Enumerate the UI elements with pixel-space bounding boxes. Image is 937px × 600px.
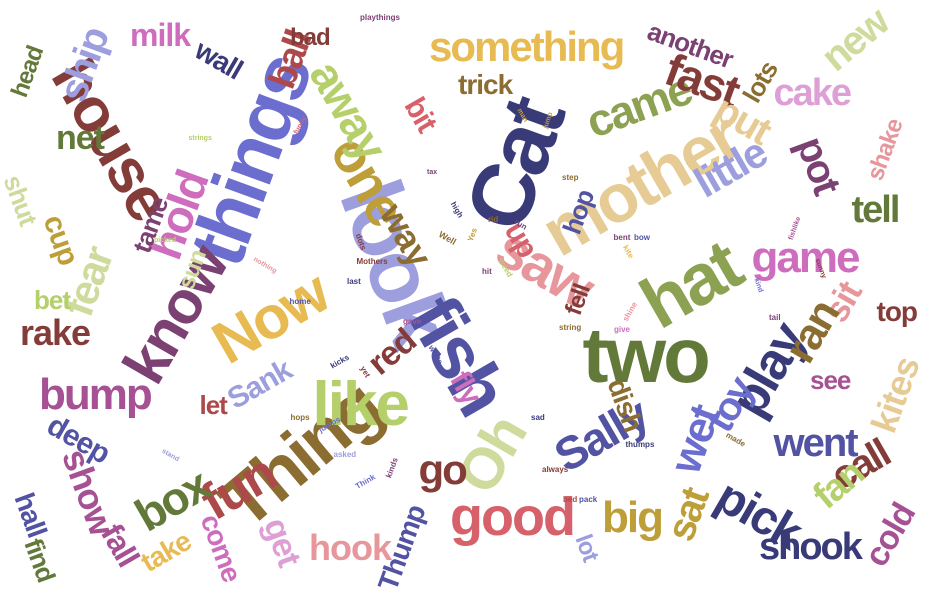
- word-tail: tail: [769, 313, 781, 322]
- word-mothers: Mothers: [356, 257, 388, 266]
- word-sad: sad: [531, 413, 545, 422]
- word-something: something: [429, 23, 625, 70]
- word-see: see: [810, 365, 851, 395]
- word-yes: Yes: [465, 226, 480, 243]
- word-cold: cold: [857, 496, 923, 574]
- word-good: good: [450, 487, 576, 547]
- word-kinds: kinds: [383, 456, 400, 480]
- word-string: string: [559, 323, 582, 332]
- word-trick: trick: [458, 69, 513, 100]
- word-bump: bump: [39, 370, 153, 419]
- word-hall: hall: [8, 488, 53, 541]
- word-kite: kite: [620, 243, 636, 260]
- word-shook: shook: [759, 526, 863, 568]
- word-give: give: [614, 325, 631, 334]
- word-rid: rid: [488, 215, 499, 224]
- word-home: home: [289, 297, 311, 306]
- word-asked: asked: [333, 450, 357, 459]
- word-wet: wet: [660, 399, 730, 480]
- word-cake: cake: [773, 72, 853, 114]
- word-bad: bad: [290, 24, 331, 51]
- word-thumps: thumps: [625, 440, 655, 449]
- word-bed: bed: [563, 495, 578, 504]
- word-cup: cup: [36, 210, 85, 270]
- word-sat: sat: [658, 483, 718, 547]
- word-made: made: [723, 430, 747, 449]
- word-go: go: [418, 446, 468, 493]
- word-net: net: [56, 119, 105, 157]
- word-game: game: [751, 233, 861, 282]
- word-bit: bit: [397, 91, 443, 138]
- word-shut: shut: [0, 170, 44, 230]
- word-find: find: [18, 534, 62, 586]
- word-always: always: [542, 465, 569, 474]
- word-step: step: [562, 173, 579, 182]
- word-gave: gave: [403, 317, 422, 326]
- word-tax: tax: [427, 168, 438, 176]
- word-get: get: [255, 512, 309, 572]
- word-away: away: [299, 51, 397, 169]
- word-hook: hook: [309, 527, 392, 568]
- word-bet: bet: [34, 285, 71, 315]
- word-think: Think: [353, 472, 377, 491]
- word-head: head: [5, 42, 50, 101]
- word-playthings: playthings: [360, 13, 401, 22]
- word-lot: lot: [569, 530, 604, 565]
- word-hops: hops: [290, 413, 310, 422]
- word-pack: pack: [579, 495, 598, 504]
- word-new: new: [813, 0, 897, 80]
- word-let: let: [199, 390, 228, 420]
- word-pot: pot: [787, 131, 849, 199]
- word-bent: bent: [613, 233, 631, 242]
- word-big: big: [602, 493, 664, 542]
- word-tell: tell: [851, 189, 901, 231]
- word-rake: rake: [20, 312, 91, 353]
- word-stand: stand: [160, 447, 180, 463]
- word-shake: shake: [861, 115, 909, 185]
- word-strings: strings: [188, 134, 212, 142]
- word-like: like: [312, 370, 410, 439]
- word-bow: bow: [634, 233, 650, 242]
- word-kites: kites: [862, 351, 928, 439]
- word-two: two: [582, 311, 711, 399]
- word-picked: picked: [154, 236, 177, 244]
- word-milk: milk: [130, 17, 191, 53]
- word-last: last: [347, 277, 361, 286]
- word-top: top: [876, 296, 919, 327]
- word-went: went: [773, 421, 859, 465]
- word-hit: hit: [482, 267, 492, 276]
